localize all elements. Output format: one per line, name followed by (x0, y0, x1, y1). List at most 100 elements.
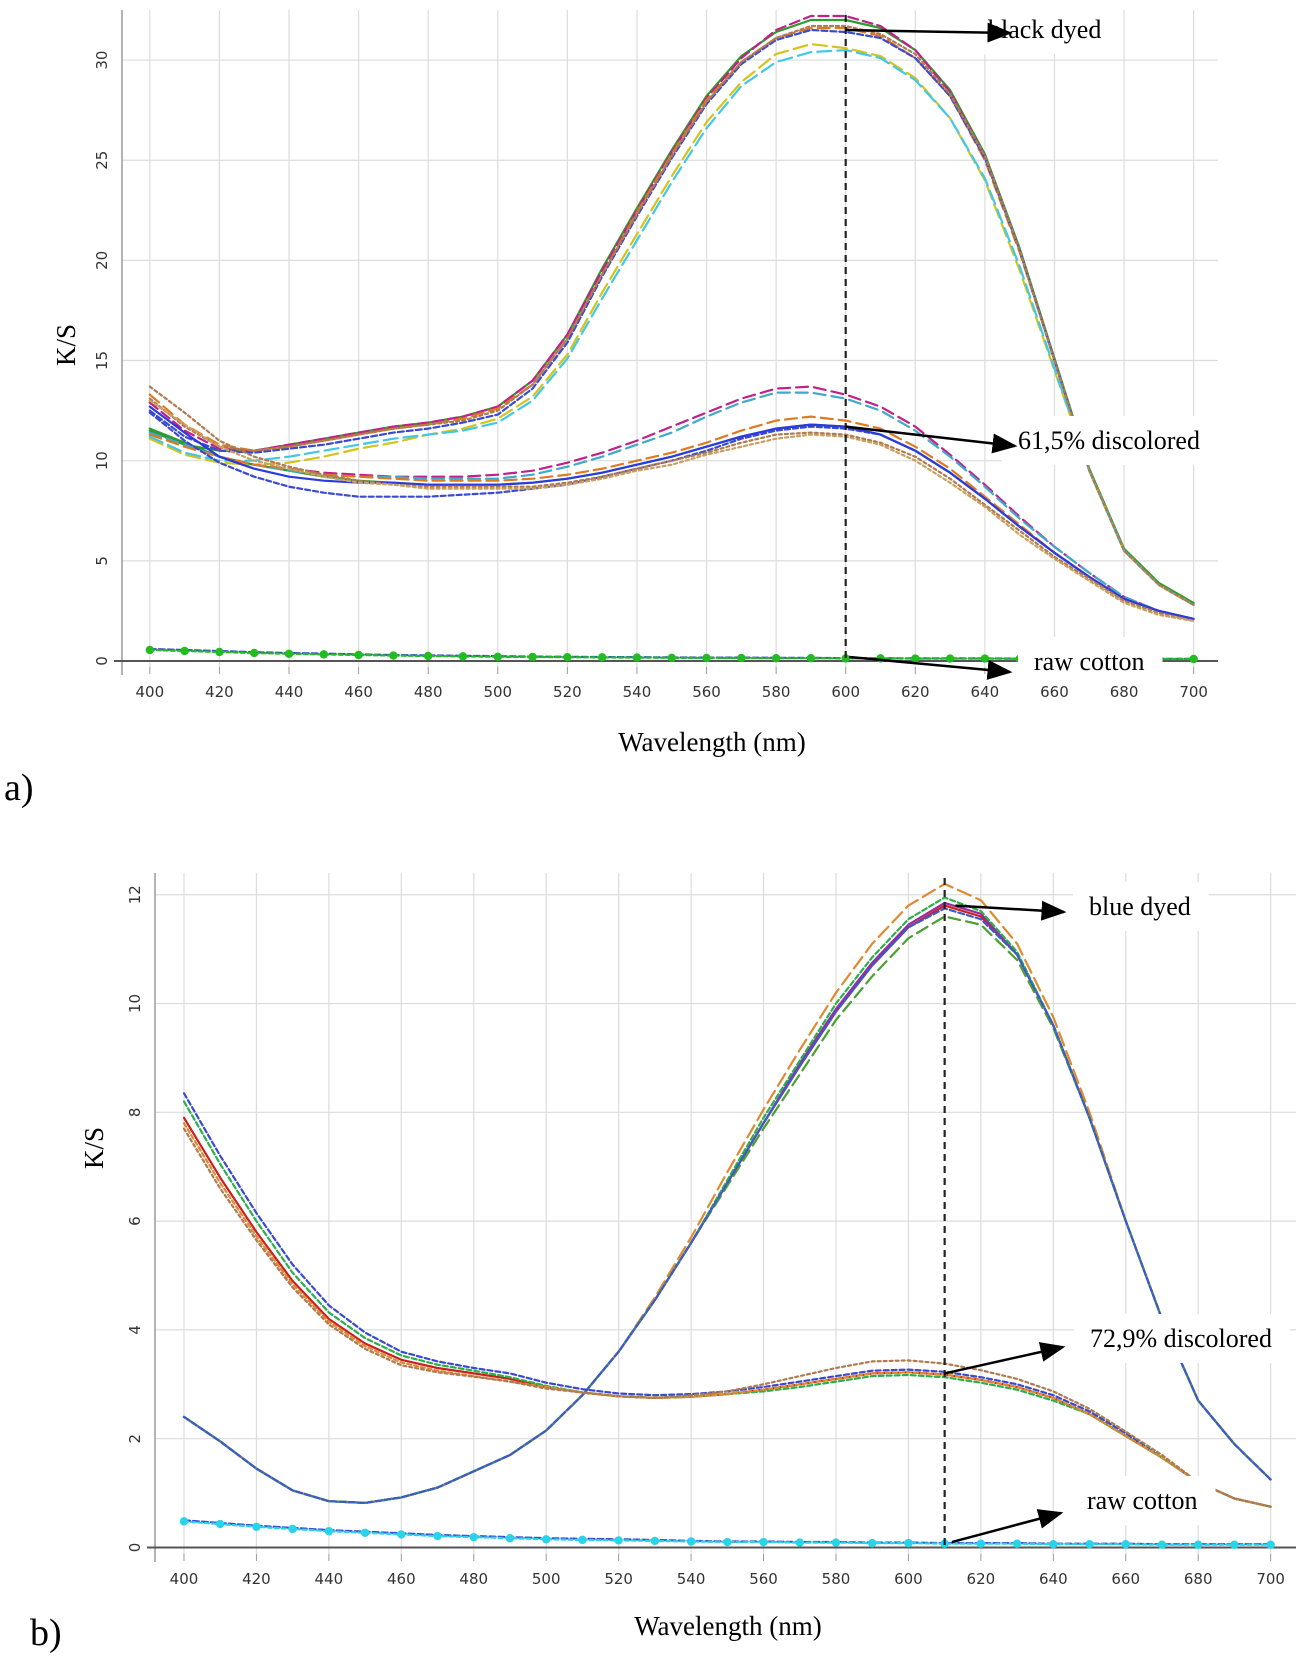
panel-b-annotation-box-72-9-discolored (1074, 1314, 1290, 1363)
panel-a-y-tick-label: 25 (93, 151, 111, 170)
panel-b-raw-cotton-point-9 (505, 1534, 515, 1543)
panel-a-annotation-61-5-discolored: 61,5% discolored (1018, 426, 1200, 455)
panel-a-y-tick-label: 30 (93, 51, 111, 70)
panel-b-x-tick-label: 420 (242, 1570, 271, 1588)
panel-b-series-line-blue-dyed-3 (182, 882, 1272, 1504)
panel-b-series-line-blue-dyed-6 (182, 907, 1272, 1504)
panel-b-y-tick-label: 4 (126, 1325, 144, 1335)
panel-b-raw-cotton-point-7 (433, 1531, 442, 1541)
panel-a-series-line-61-5-discolored-2 (148, 385, 1195, 620)
panel-b-series-line-blue-dyed-4 (182, 896, 1272, 1504)
panel-b-annotation-arrow-blue-dyed (955, 900, 1067, 921)
panel-b-raw-cotton-point-6 (397, 1530, 406, 1539)
panel-b-raw-cotton-point-17 (795, 1538, 804, 1547)
panel-a-raw-cotton-point-17 (737, 653, 746, 663)
panel-a-x-tick-label: 520 (553, 683, 582, 701)
panel-a-x-tick-label: 420 (205, 683, 234, 701)
panel-b-raw-cotton-point-24 (1049, 1540, 1058, 1549)
panel-a-x-tick-label: 620 (901, 683, 930, 701)
panel-a-x-tick-label: 480 (414, 683, 443, 701)
panel-b-raw-cotton-point-15 (723, 1537, 732, 1547)
panel-b-y-tick-label: 0 (126, 1543, 144, 1553)
panel-b-raw-cotton-point-1 (216, 1519, 225, 1529)
panel-a-y-tick-label: 5 (93, 556, 111, 566)
panel-b-x-tick-label: 560 (749, 1570, 778, 1588)
panel-a-raw-cotton-point-0 (145, 645, 155, 655)
panel-a-annotation-black-dyed: black dyed (988, 15, 1101, 44)
panel-a-series-line-black-dyed-2 (148, 14, 1195, 606)
panel-a-series-line-black-dyed-5 (148, 43, 1195, 606)
panel-a-y-tick-label: 20 (93, 251, 111, 270)
panel-b-series-line-blue-dyed-2 (182, 901, 1272, 1504)
panel-a-annotation-raw-cotton: raw cotton (1034, 647, 1144, 676)
panel-b-series-line-blue-dyed-1 (182, 904, 1272, 1504)
panel-b-x-tick-label: 700 (1256, 1570, 1285, 1588)
panel-b-x-axis-title: Wavelength (nm) (634, 1611, 822, 1641)
panel-b-y-tick-label: 2 (126, 1434, 144, 1444)
panel-a-raw-cotton-point-14 (632, 653, 642, 662)
panel-b-ticks: 400 420 440 460 480 500 520 540 560 580 600 620 640 6… (126, 885, 1285, 1588)
panel-b-raw-cotton-point-14 (686, 1537, 696, 1546)
panel-b-y-tick-label: 12 (126, 885, 144, 904)
panel-b-x-tick-label: 680 (1184, 1570, 1213, 1588)
panel-b-raw-cotton-point-25 (1085, 1540, 1094, 1549)
panel-a-raw-cotton-point-10 (493, 652, 502, 661)
panel-b-raw-cotton-point-5 (360, 1528, 370, 1537)
panel-b-annotation-raw-cotton: raw cotton (1087, 1486, 1197, 1515)
panel-a-raw-cotton-point-18 (771, 653, 781, 663)
panel-a-raw-cotton-point-7 (389, 651, 398, 660)
panel-a-x-tick-label: 660 (1040, 683, 1069, 701)
panel-a-series-line-61-5-discolored-7 (148, 385, 1195, 622)
panel-b-raw-cotton-point-23 (1012, 1539, 1022, 1548)
panel-a-x-tick-label: 400 (136, 683, 165, 701)
panel-b-y-axis-title: K/S (79, 1127, 109, 1169)
panel-a-raw-cotton-point-6 (354, 650, 363, 660)
panel-a-series-line-61-5-discolored-8 (148, 399, 1195, 622)
panel-b-x-tick-label: 640 (1039, 1570, 1068, 1588)
panel-b-series-line-72-9-discolored-4 (182, 1122, 1272, 1508)
panel-b-x-tick-label: 460 (387, 1570, 416, 1588)
panel-a-series-line-black-dyed-1 (148, 18, 1195, 604)
panel-b-raw-cotton-point-2 (252, 1522, 261, 1532)
panel-a-raw-cotton-point-8 (423, 651, 433, 661)
panel-b: 400 420 440 460 480 500 520 540 560 580 600 620 640 6… (30, 873, 1296, 1654)
panel-a-x-tick-label: 700 (1179, 683, 1208, 701)
panel-a-annotation-box-61-5-discolored (1002, 416, 1218, 465)
panel-b-annotation-arrow-raw-cotton (951, 1509, 1064, 1544)
panel-a-x-tick-label: 640 (971, 683, 1000, 701)
panel-b-raw-cotton-point-30 (1266, 1540, 1275, 1549)
panel-a-x-tick-label: 680 (1110, 683, 1139, 701)
panel-b-annotation-box-blue-dyed (1073, 882, 1209, 931)
panel-b-grid (155, 873, 1296, 1554)
panel-b-raw-cotton-point-22 (976, 1539, 986, 1548)
panel-b-x-tick-label: 600 (894, 1570, 923, 1588)
panel-b-raw-cotton-point-4 (324, 1526, 334, 1536)
panel-b-annotation-blue-dyed: blue dyed (1089, 892, 1191, 921)
panel-b-raw-cotton-point-3 (288, 1524, 297, 1534)
panel-a-y-tick-label: 10 (93, 451, 111, 470)
panel-b-series (179, 882, 1275, 1549)
panel-a-annotation-arrow-61-5-discolored (845, 425, 1018, 454)
panel-a-raw-cotton-point-20 (841, 654, 850, 663)
panel-a-grid (122, 10, 1218, 667)
panel-b-x-tick-label: 660 (1111, 1570, 1140, 1588)
panel-a-raw-cotton-point-16 (702, 653, 711, 663)
panel-a-raw-cotton-point-2 (215, 647, 224, 657)
panel-a-annotation-arrow-raw-cotton (849, 655, 1013, 680)
panel-b-y-tick-label: 6 (126, 1216, 144, 1226)
panel-b-x-tick-label: 500 (532, 1570, 561, 1588)
panel-a-y-tick-label: 15 (93, 351, 111, 370)
panel-b-raw-cotton-point-16 (759, 1537, 768, 1547)
panel-a-raw-cotton-point-13 (597, 653, 607, 662)
panel-a-x-tick-label: 560 (692, 683, 721, 701)
panel-b-overlay: blue dyed 72,9% discolored raw cotton (943, 878, 1290, 1548)
panel-b-raw-cotton-point-0 (179, 1517, 189, 1526)
panel-b-y-tick-label: 10 (126, 994, 144, 1013)
panel-b-series-line-72-9-discolored-1 (182, 1116, 1272, 1508)
panel-a-x-axis-title: Wavelength (nm) (618, 727, 806, 757)
panel-b-series-line-blue-dyed-5 (182, 915, 1272, 1504)
panel-a-annotation-arrow-black-dyed (845, 22, 1013, 43)
panel-b-annotation-72-9-discolored: 72,9% discolored (1090, 1324, 1272, 1353)
panel-b-x-tick-label: 520 (604, 1570, 633, 1588)
panel-b-x-tick-label: 620 (967, 1570, 996, 1588)
